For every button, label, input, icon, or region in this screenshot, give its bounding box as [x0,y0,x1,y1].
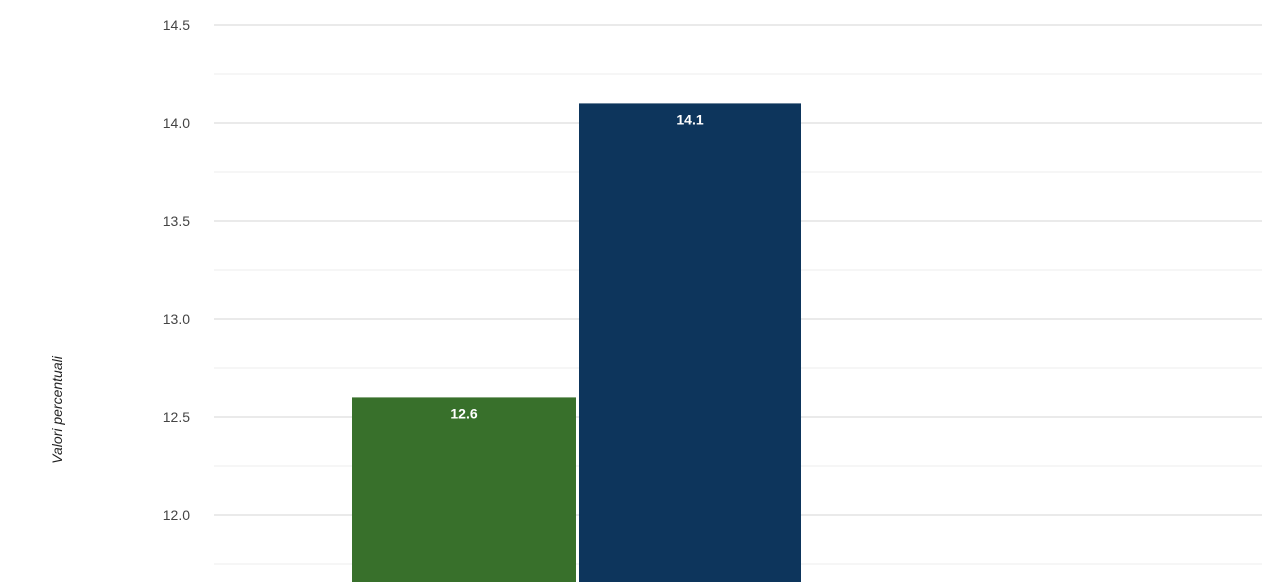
y-tick-label: 14.5 [163,17,190,33]
data-labels: 12.6 14.1 [450,111,703,421]
bar [352,397,576,582]
y-tick-label: 14.0 [163,115,190,131]
y-tick-label: 13.5 [163,213,190,229]
bars [352,103,801,582]
y-axis-label: Valori percentuali [49,355,65,464]
bar-value-label: 14.1 [676,111,703,127]
bar-value-label: 12.6 [450,405,477,421]
y-axis-tick-labels: 12.0 12.5 13.0 13.5 14.0 14.5 [163,17,190,523]
y-tick-label: 12.0 [163,507,190,523]
bar [579,103,801,582]
y-tick-label: 12.5 [163,409,190,425]
y-tick-label: 13.0 [163,311,190,327]
